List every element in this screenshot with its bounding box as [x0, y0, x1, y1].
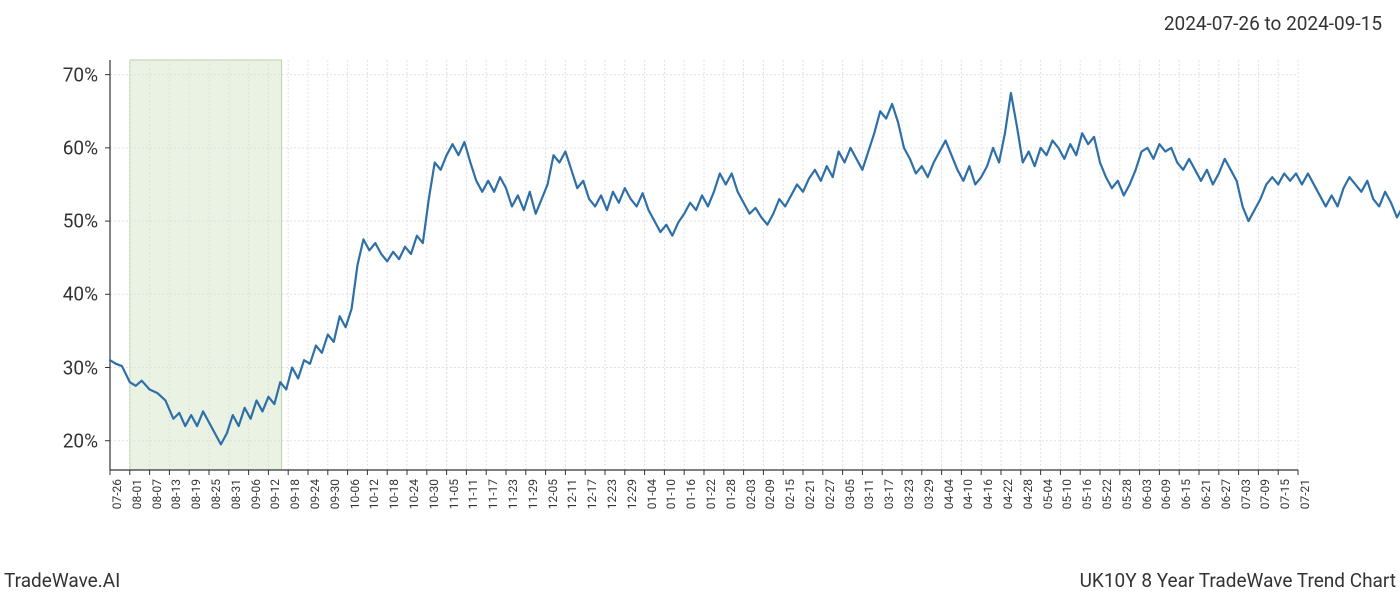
y-tick-label: 60% — [63, 136, 98, 159]
x-tick-label: 06-03 — [1140, 479, 1154, 509]
x-tick-label: 08-25 — [209, 479, 223, 509]
y-tick-label: 50% — [63, 210, 98, 233]
x-tick-label: 03-05 — [843, 479, 857, 509]
chart-plot-area — [110, 60, 1298, 470]
x-tick-label: 01-16 — [684, 479, 698, 509]
x-tick-label: 12-05 — [546, 479, 560, 509]
x-tick-label: 02-09 — [763, 479, 777, 509]
x-axis: 07-26 08-01 08-07 08-13 08-19 08-25 08-31 09-06… — [110, 475, 1298, 545]
x-tick-label: 03-23 — [902, 479, 916, 509]
x-tick-label: 07-21 — [1298, 479, 1312, 509]
x-tick-label: 04-04 — [942, 479, 956, 509]
x-tick-label: 04-16 — [981, 479, 995, 509]
x-tick-label: 08-13 — [169, 479, 183, 509]
x-tick-label: 01-28 — [724, 479, 738, 509]
x-tick-label: 03-11 — [862, 479, 876, 509]
x-tick-label: 10-06 — [348, 479, 362, 509]
x-tick-label: 11-17 — [486, 479, 500, 509]
y-axis: 20% 30% 40% 50% 60% 70% — [0, 60, 110, 470]
x-tick-label: 09-30 — [328, 479, 342, 509]
x-tick-label: 09-06 — [249, 479, 263, 509]
x-tick-label: 12-23 — [605, 479, 619, 509]
x-tick-label: 11-05 — [447, 479, 461, 509]
chart-svg — [110, 60, 1298, 470]
x-tick-label: 08-31 — [229, 479, 243, 509]
x-tick-label: 05-04 — [1041, 479, 1055, 509]
x-tick-label: 11-29 — [526, 479, 540, 509]
x-tick-label: 07-26 — [110, 479, 124, 509]
x-tick-label: 11-23 — [506, 479, 520, 509]
date-range-label: 2024-07-26 to 2024-09-15 — [1164, 12, 1382, 35]
x-tick-label: 01-22 — [704, 479, 718, 509]
x-tick-label: 10-30 — [427, 479, 441, 509]
x-tick-label: 06-09 — [1159, 479, 1173, 509]
x-tick-label: 02-03 — [744, 479, 758, 509]
x-tick-label: 07-15 — [1278, 479, 1292, 509]
x-tick-label: 01-04 — [645, 479, 659, 509]
x-tick-label: 11-11 — [466, 479, 480, 509]
x-tick-label: 03-17 — [882, 479, 896, 509]
x-tick-label: 06-15 — [1179, 479, 1193, 509]
y-tick-label: 40% — [63, 283, 98, 306]
x-tick-label: 12-17 — [585, 479, 599, 509]
x-tick-label: 07-03 — [1239, 479, 1253, 509]
y-tick-label: 70% — [63, 63, 98, 86]
footer-chart-title: UK10Y 8 Year TradeWave Trend Chart — [1080, 569, 1396, 592]
x-tick-label: 03-29 — [922, 479, 936, 509]
x-tick-label: 05-28 — [1120, 479, 1134, 509]
x-tick-label: 02-27 — [823, 479, 837, 509]
x-tick-label: 09-24 — [308, 479, 322, 509]
x-tick-label: 12-11 — [565, 479, 579, 509]
x-tick-label: 08-07 — [150, 479, 164, 509]
x-tick-label: 02-21 — [803, 479, 817, 509]
x-tick-label: 02-15 — [783, 479, 797, 509]
footer-brand: TradeWave.AI — [4, 569, 120, 592]
x-tick-label: 12-29 — [625, 479, 639, 509]
x-tick-label: 08-19 — [189, 479, 203, 509]
y-tick-label: 20% — [63, 429, 98, 452]
x-tick-label: 05-22 — [1100, 479, 1114, 509]
x-tick-label: 04-10 — [961, 479, 975, 509]
x-tick-label: 07-09 — [1258, 479, 1272, 509]
x-tick-label: 05-10 — [1060, 479, 1074, 509]
x-tick-label: 08-01 — [130, 479, 144, 509]
x-tick-label: 10-24 — [407, 479, 421, 509]
x-tick-label: 09-12 — [268, 479, 282, 509]
x-tick-label: 06-21 — [1199, 479, 1213, 509]
x-tick-label: 06-27 — [1219, 479, 1233, 509]
x-tick-label: 04-22 — [1001, 479, 1015, 509]
x-tick-label: 09-18 — [288, 479, 302, 509]
x-tick-label: 10-12 — [367, 479, 381, 509]
x-tick-label: 04-28 — [1021, 479, 1035, 509]
y-tick-label: 30% — [63, 356, 98, 379]
x-tick-label: 10-18 — [387, 479, 401, 509]
x-tick-label: 05-16 — [1080, 479, 1094, 509]
x-tick-label: 01-10 — [664, 479, 678, 509]
